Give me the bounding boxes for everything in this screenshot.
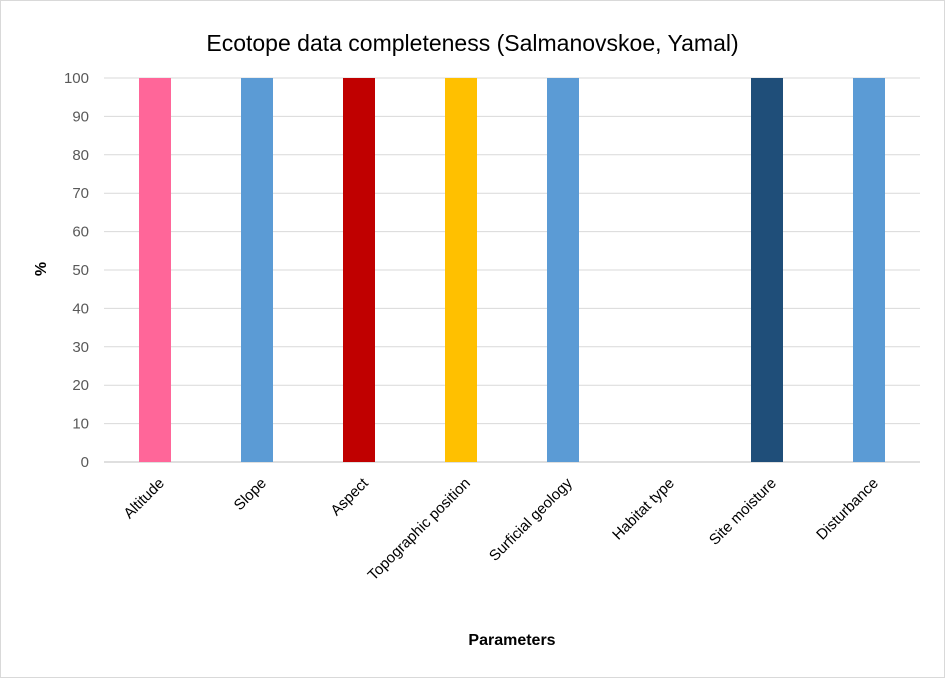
bar-disturbance (853, 78, 885, 462)
y-tick-label: 0 (81, 454, 89, 471)
chart-title: Ecotope data completeness (Salmanovskoe,… (206, 30, 739, 56)
gridlines (104, 77, 920, 463)
x-tick-label: Habitat type (609, 475, 678, 544)
x-axis-title: Parameters (468, 632, 555, 649)
bar-slope (241, 78, 273, 462)
x-tick-label: Slope (231, 475, 270, 514)
x-tick-label: Site moisture (706, 475, 780, 549)
y-tick-label: 30 (72, 339, 89, 356)
bar-altitude (139, 78, 171, 462)
y-tick-label: 40 (72, 300, 89, 317)
y-tick-label: 20 (72, 377, 89, 394)
x-tick-label: Altitude (120, 475, 167, 522)
x-tick-label: Surficial geology (486, 474, 576, 564)
x-tick-label: Disturbance (813, 475, 882, 544)
x-tick-label: Topographic position (365, 475, 474, 584)
x-tick-label: Aspect (327, 474, 372, 519)
y-tick-label: 60 (72, 224, 89, 241)
bars (139, 78, 885, 462)
y-axis-ticks: 0 10 20 30 40 50 60 70 80 90 100 (64, 70, 89, 471)
y-tick-label: 50 (72, 262, 89, 279)
y-tick-label: 80 (72, 147, 89, 164)
y-tick-label: 90 (72, 108, 89, 125)
bar-aspect (343, 78, 375, 462)
bar-site-moisture (751, 78, 783, 462)
bar-topographic-position (445, 78, 477, 462)
y-tick-label: 70 (72, 185, 89, 202)
bar-surficial-geology (547, 78, 579, 462)
y-axis-title: % (33, 262, 50, 276)
y-tick-label: 100 (64, 70, 89, 87)
y-tick-label: 10 (72, 416, 89, 433)
